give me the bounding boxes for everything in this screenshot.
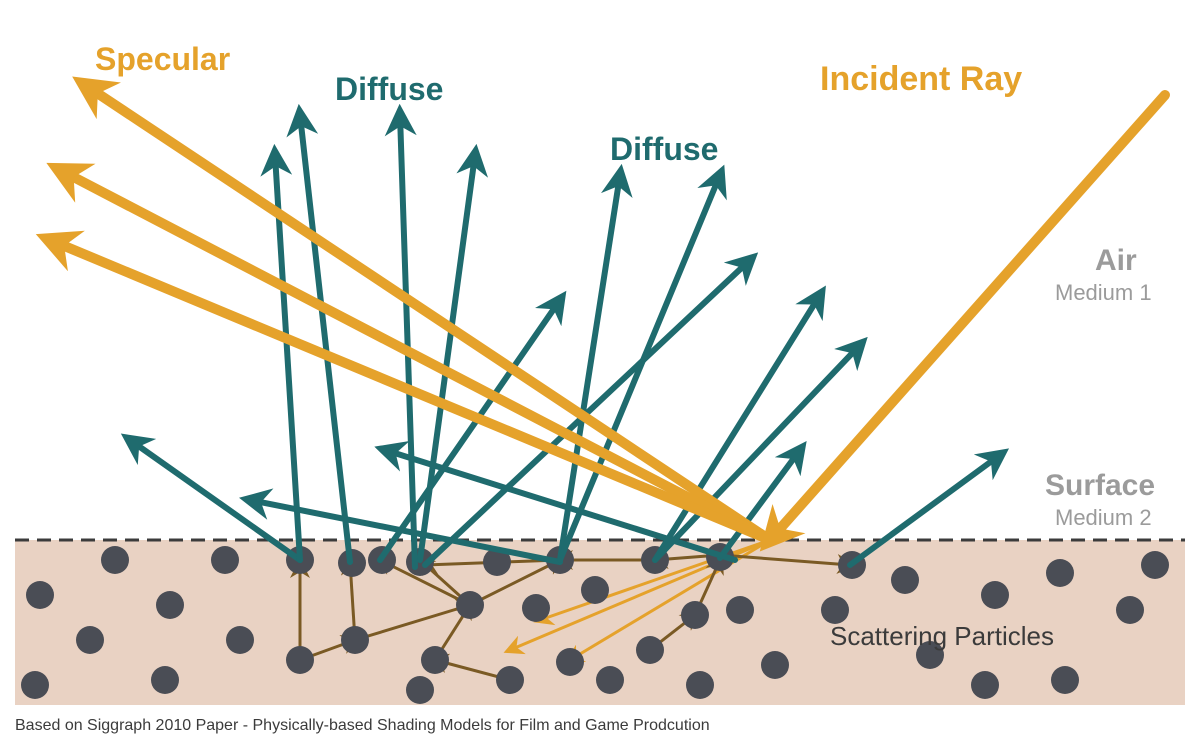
diffuse1-label: Diffuse [335, 71, 443, 107]
scattering-particle [981, 581, 1009, 609]
scattering-particle [821, 596, 849, 624]
scattering-particle [456, 591, 484, 619]
light-scattering-diagram: Specular Diffuse Diffuse Incident Ray Air Med… [0, 0, 1200, 750]
scattering-particle [496, 666, 524, 694]
scattering-label: Scattering Particles [830, 621, 1054, 651]
scattering-particle [522, 594, 550, 622]
scattering-particle [581, 576, 609, 604]
scattering-particle [21, 671, 49, 699]
scattering-particle [156, 591, 184, 619]
medium2-label: Medium 2 [1055, 505, 1152, 530]
scattering-particle [406, 676, 434, 704]
diffuse2-label: Diffuse [610, 131, 718, 167]
scattering-particle [686, 671, 714, 699]
scattering-particle [681, 601, 709, 629]
scattering-particle [556, 648, 584, 676]
scattering-particle [1141, 551, 1169, 579]
scattering-particle [1116, 596, 1144, 624]
medium1-label: Medium 1 [1055, 280, 1152, 305]
scattering-particle [421, 646, 449, 674]
diffuse-ray [300, 115, 350, 562]
diffuse-ray [560, 175, 620, 560]
scattering-particle [151, 666, 179, 694]
scattering-particle [341, 626, 369, 654]
footer-label: Based on Siggraph 2010 Paper - Physicall… [15, 717, 710, 734]
air-label: Air [1095, 244, 1137, 277]
scattering-particle [971, 671, 999, 699]
scattering-particle [286, 646, 314, 674]
scattering-particle [1046, 559, 1074, 587]
surface-label: Surface [1045, 469, 1155, 502]
scattering-particle [891, 566, 919, 594]
scattering-particle [101, 546, 129, 574]
scattering-particle [761, 651, 789, 679]
scattering-particle [226, 626, 254, 654]
scattering-particle [636, 636, 664, 664]
scattering-particle [76, 626, 104, 654]
scattering-particle [211, 546, 239, 574]
specular-label: Specular [95, 41, 230, 77]
diffuse-ray [400, 115, 415, 567]
scattering-particle [26, 581, 54, 609]
scattering-particle [726, 596, 754, 624]
scattering-particle [1051, 666, 1079, 694]
scattering-particle [596, 666, 624, 694]
incident-label: Incident Ray [820, 60, 1022, 98]
